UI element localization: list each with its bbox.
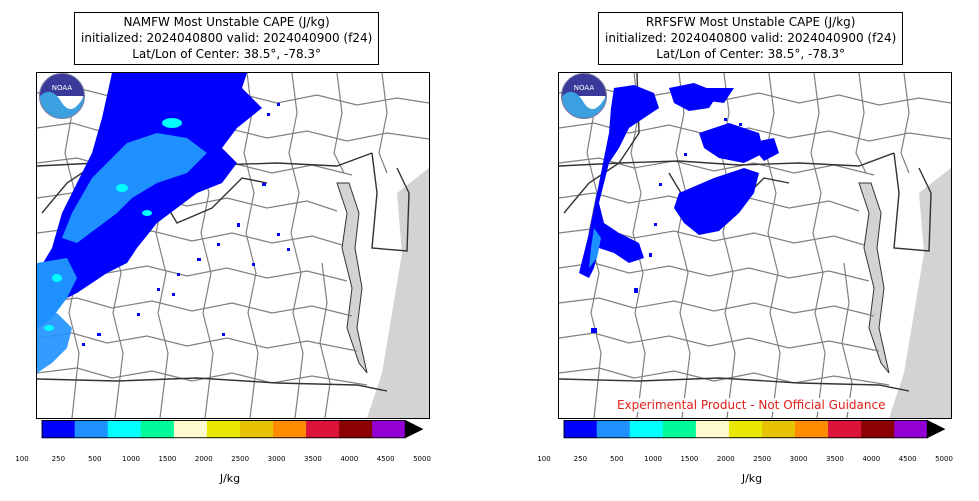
colorbar-tick-label: 5000 [935,455,953,463]
cape-shading [579,83,779,333]
colorbar-unit-label: J/kg [741,472,763,485]
colorbar-tick-label: 4500 [898,455,917,463]
title-line-times: initialized: 2024040800 valid: 202404090… [605,31,897,45]
colorbar-segment [273,420,307,439]
colorbar-segment [206,420,241,439]
colorbar-tick-label: 4000 [340,455,359,463]
colorbar-segment [140,420,175,439]
chesapeake-bay [858,182,890,374]
colorbar-tick-label: 2500 [753,455,772,463]
county-borders [559,73,951,418]
colorbar-tick-label: 1000 [122,455,140,463]
atlantic-water [889,168,951,418]
map-canvas [559,73,951,418]
noaa-logo-text: NOAA [574,84,595,92]
colorbar-ticks: 100 250 500 1000 1500 2000 2500 3000 3500 4000 450… [537,455,953,465]
colorbar-segment [563,420,598,439]
cape-shading [37,73,290,373]
cape-map: NOAA [36,72,430,419]
colorbar-segment [629,420,664,439]
colorbar-segment [695,420,730,439]
colorbar-segment [795,420,829,439]
colorbar-tick-label: 3000 [267,455,286,463]
title-line-model: NAMFW Most Unstable CAPE (J/kg) [123,15,330,29]
colorbar-tick-label: 4000 [862,455,881,463]
colorbar-segment [74,420,109,439]
colorbar-segment [173,420,208,439]
colorbar-segment [41,420,76,439]
title-line-times: initialized: 2024040800 valid: 202404090… [81,31,373,45]
colorbar-unit-label: J/kg [219,472,241,485]
colorbar-tick-label: 250 [51,455,66,463]
colorbar-tick-label: 3000 [789,455,808,463]
colorbar-segment [761,420,796,439]
rrfsfw-panel: RRFSFW Most Unstable CAPE (J/kg) initial… [532,0,979,501]
colorbar-segment [728,420,763,439]
cape-map: NOAA Experimental Product - Not Official… [558,72,952,419]
colorbar-tick-label: 2500 [231,455,250,463]
colorbar-segment [239,420,274,439]
panel-title: RRFSFW Most Unstable CAPE (J/kg) initial… [598,12,904,65]
colorbar-segment [339,420,373,439]
colorbar-ticks: 100 250 500 1000 1500 2000 2500 3000 3500 4000 450… [15,455,431,465]
colorbar-tick-label: 500 [88,455,102,463]
colorbar-segment [828,420,862,439]
colorbar [41,420,424,439]
colorbar-segment [596,420,631,439]
chesapeake-bay [336,182,368,374]
colorbar-tick-label: 1500 [158,455,177,463]
map-canvas [37,73,429,418]
colorbar-frame [563,420,928,439]
colorbar-frame [41,420,406,439]
noaa-logo-text: NOAA [52,84,73,92]
colorbar-segment [894,420,928,439]
colorbar-segment [372,420,406,439]
colorbar-tick-label: 2000 [194,455,213,463]
noaa-logo: NOAA [39,73,85,119]
colorbar-segment [107,420,142,439]
colorbar-extend-arrow [405,420,424,439]
colorbar [563,420,946,439]
title-line-center: Lat/Lon of Center: 38.5°, -78.3° [132,47,322,61]
colorbar-segment [306,420,340,439]
noaa-logo: NOAA [561,73,607,119]
atlantic-water [367,168,429,418]
colorbar-tick-label: 500 [610,455,624,463]
colorbar-tick-label: 250 [573,455,588,463]
title-line-center: Lat/Lon of Center: 38.5°, -78.3° [656,47,846,61]
colorbar-segment [861,420,895,439]
colorbar-tick-label: 100 [537,455,551,463]
colorbar-extend-arrow [927,420,946,439]
experimental-disclaimer: Experimental Product - Not Official Guid… [615,398,888,412]
colorbar-tick-label: 5000 [413,455,431,463]
panel-title: NAMFW Most Unstable CAPE (J/kg) initiali… [74,12,380,65]
colorbar-segment [662,420,697,439]
colorbar-tick-label: 3500 [825,455,844,463]
colorbar-tick-label: 1000 [644,455,662,463]
title-line-model: RRFSFW Most Unstable CAPE (J/kg) [645,15,856,29]
colorbar-tick-label: 1500 [680,455,699,463]
colorbar-tick-label: 2000 [716,455,735,463]
colorbar-tick-label: 3500 [303,455,322,463]
colorbar-tick-label: 100 [15,455,29,463]
colorbar-tick-label: 4500 [376,455,395,463]
namfw-panel: NAMFW Most Unstable CAPE (J/kg) initiali… [10,0,490,501]
